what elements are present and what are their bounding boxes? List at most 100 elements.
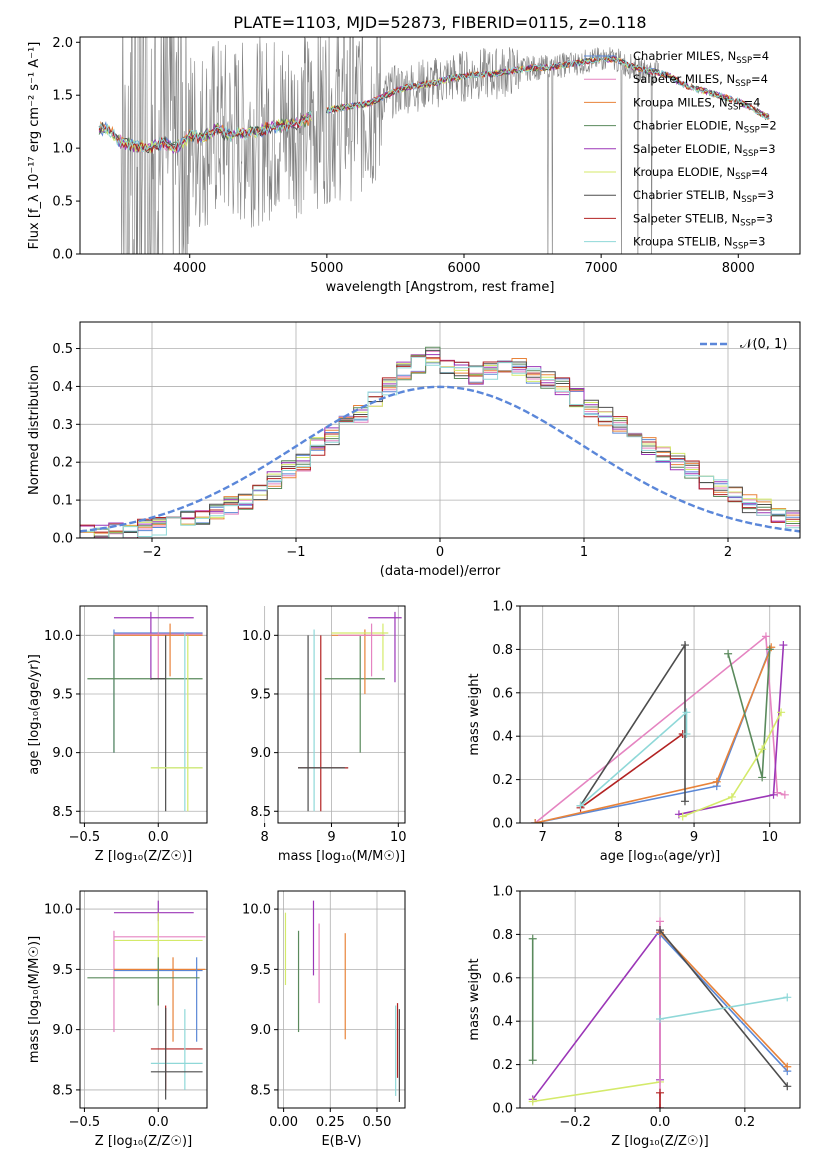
spectrum-line bbox=[120, 37, 659, 254]
x-tick-label: −0.5 bbox=[69, 1115, 101, 1130]
x-tick-label: −2 bbox=[142, 545, 161, 560]
weight-point-kroupa_miles bbox=[767, 643, 776, 652]
weight-point-kroupa_elodie bbox=[777, 708, 786, 717]
x-tick-label: 10 bbox=[390, 830, 407, 845]
legend-entry: Chabrier STELIB, NSSP=3 bbox=[633, 188, 774, 205]
plot-area bbox=[284, 900, 400, 1102]
y-tick-label: 1.0 bbox=[492, 885, 513, 900]
panel-mass_vs_z: −0.5 0.0 8.5 9.0 9.5 10.0 Z [log₁₀(Z/Z☉)] mass … bbox=[27, 890, 208, 1149]
x-tick-label: 1 bbox=[580, 545, 588, 560]
y-tick-label: 1.0 bbox=[52, 142, 73, 157]
weight-point-kroupa_stelib bbox=[656, 1015, 664, 1024]
y-tick-label: 9.0 bbox=[52, 1023, 73, 1038]
y-tick-label: 10.0 bbox=[44, 629, 73, 644]
y-tick-label: 8.5 bbox=[250, 1083, 271, 1098]
y-tick-label: 9.5 bbox=[52, 963, 73, 978]
x-tick-label: −0.5 bbox=[69, 830, 101, 845]
panel-age_vs_z: −0.5 0.0 8.5 9.0 9.5 10.0 Z [log₁₀(Z/Z☉)] age [… bbox=[27, 605, 208, 864]
x-axis-label: Z [log₁₀(Z/Z☉)] bbox=[95, 849, 192, 864]
weight-point-chabrier_stelib bbox=[680, 797, 689, 806]
x-tick-label: 7000 bbox=[585, 261, 618, 276]
weight-line-kroupa_miles bbox=[659, 931, 788, 1068]
legend-entry: Chabrier ELODIE, NSSP=2 bbox=[633, 119, 777, 136]
plot-area bbox=[80, 346, 800, 538]
histogram-chabrier_stelib bbox=[80, 349, 800, 538]
legend: Chabrier MILES, NSSP=4 Salpeter MILES, NS… bbox=[584, 49, 777, 252]
panel-residuals: −2 −1 0 1 2 0.0 0.1 0.2 0.3 0.4 0.5 (data-model)/er… bbox=[27, 321, 801, 579]
y-tick-label: 0.6 bbox=[492, 971, 513, 986]
y-tick-label: 0.4 bbox=[52, 380, 73, 395]
plot-area bbox=[528, 917, 792, 1108]
weight-point-kroupa_elodie bbox=[727, 792, 736, 801]
weight-line-chabrier_stelib bbox=[579, 642, 686, 807]
weight-line-salpeter_stelib bbox=[580, 733, 684, 809]
weight-point-salpeter_elodie bbox=[674, 810, 683, 819]
weight-point-chabrier_elodie bbox=[528, 1056, 537, 1065]
weight-point-salpeter_miles bbox=[656, 917, 664, 926]
x-tick-label: 0.50 bbox=[363, 1115, 392, 1130]
y-tick-label: 9.5 bbox=[52, 687, 73, 702]
weight-point-kroupa_miles bbox=[783, 1062, 792, 1071]
y-tick-label: 8.5 bbox=[52, 805, 73, 820]
legend-entry: 𝒩(0, 1) bbox=[740, 337, 787, 352]
weight-point-chabrier_stelib bbox=[656, 926, 664, 935]
x-axis-label: E(B-V) bbox=[321, 1134, 361, 1149]
plot-area bbox=[531, 632, 789, 823]
normal-curve bbox=[80, 385, 800, 533]
x-tick-label: 2 bbox=[724, 545, 732, 560]
weight-point-kroupa_miles bbox=[712, 777, 721, 786]
figure-title: PLATE=1103, MJD=52873, FIBERID=0115, z=0… bbox=[233, 13, 646, 32]
weight-point-kroupa_elodie bbox=[678, 812, 687, 821]
y-axis-label: Flux [f_λ 10⁻¹⁷ erg cm⁻² s⁻¹ A⁻¹] bbox=[27, 42, 42, 250]
y-tick-label: 0.0 bbox=[492, 1102, 513, 1117]
y-tick-label: 1.5 bbox=[52, 89, 73, 104]
y-tick-label: 8.5 bbox=[250, 805, 271, 820]
plot-area bbox=[298, 611, 402, 812]
weight-point-kroupa_stelib bbox=[783, 993, 792, 1002]
weight-point-kroupa_elodie bbox=[528, 1097, 537, 1106]
x-tick-label: 0.0 bbox=[650, 1115, 671, 1130]
y-axis-label: age [log₁₀(age/yr)] bbox=[27, 654, 42, 775]
x-tick-label: 0.25 bbox=[316, 1115, 345, 1130]
x-axis-label: mass [log₁₀(M/M☉)] bbox=[278, 849, 405, 864]
panel-spectrum: 4000 5000 6000 7000 8000 0.0 0.5 1.0 1.5 2.0 wavel… bbox=[27, 36, 801, 295]
weight-point-chabrier_stelib bbox=[680, 641, 689, 650]
weight-line-chabrier_miles bbox=[659, 933, 788, 1072]
x-tick-label: 6000 bbox=[447, 261, 480, 276]
y-tick-label: 1.0 bbox=[492, 600, 513, 615]
y-tick-label: 0.5 bbox=[52, 195, 73, 210]
y-tick-label: 0.8 bbox=[492, 928, 513, 943]
x-tick-label: 0 bbox=[436, 545, 444, 560]
weight-line-chabrier_elodie bbox=[727, 649, 771, 778]
plot-area bbox=[98, 37, 770, 254]
y-tick-label: 8.5 bbox=[52, 1083, 73, 1098]
axes-frame bbox=[79, 890, 208, 1109]
panel-mass_vs_ebv: 0.00 0.25 0.50 8.5 9.0 9.5 10.0 E(B-V) bbox=[242, 890, 406, 1149]
legend-entry: Chabrier MILES, NSSP=4 bbox=[633, 49, 769, 66]
y-tick-label: 9.0 bbox=[250, 746, 271, 761]
axes-frame bbox=[519, 605, 801, 824]
y-axis-label: mass weight bbox=[467, 673, 482, 755]
legend-entry: Kroupa MILES, NSSP=4 bbox=[633, 95, 760, 112]
weight-point-chabrier_stelib bbox=[783, 1082, 792, 1091]
x-tick-label: −0.2 bbox=[559, 1115, 591, 1130]
y-tick-label: 0.4 bbox=[492, 1015, 513, 1030]
y-tick-label: 0.2 bbox=[492, 773, 513, 788]
x-axis-label: age [log₁₀(age/yr)] bbox=[600, 849, 721, 864]
plot-area bbox=[87, 900, 206, 1100]
y-tick-label: 0.0 bbox=[52, 532, 73, 547]
x-tick-label: 0.0 bbox=[148, 1115, 169, 1130]
axes-frame bbox=[79, 36, 801, 255]
axes-frame bbox=[277, 605, 406, 824]
y-tick-label: 0.5 bbox=[52, 342, 73, 357]
legend: 𝒩(0, 1) bbox=[700, 337, 787, 352]
y-tick-label: 0.3 bbox=[52, 418, 73, 433]
panel-age_vs_mass: 8 9 10 8.5 9.0 9.5 10.0 mass [log₁₀(M/M☉)] bbox=[242, 605, 407, 864]
y-tick-label: 0.6 bbox=[492, 686, 513, 701]
y-tick-label: 9.5 bbox=[250, 687, 271, 702]
x-tick-label: 7 bbox=[539, 830, 547, 845]
y-axis-label: mass [log₁₀(M/M☉)] bbox=[27, 936, 42, 1063]
y-tick-label: 9.5 bbox=[250, 963, 271, 978]
panel-weight_vs_z: −0.2 0.0 0.2 0.0 0.2 0.4 0.6 0.8 1.0 Z [log₁₀(Z/Z… bbox=[467, 885, 801, 1149]
